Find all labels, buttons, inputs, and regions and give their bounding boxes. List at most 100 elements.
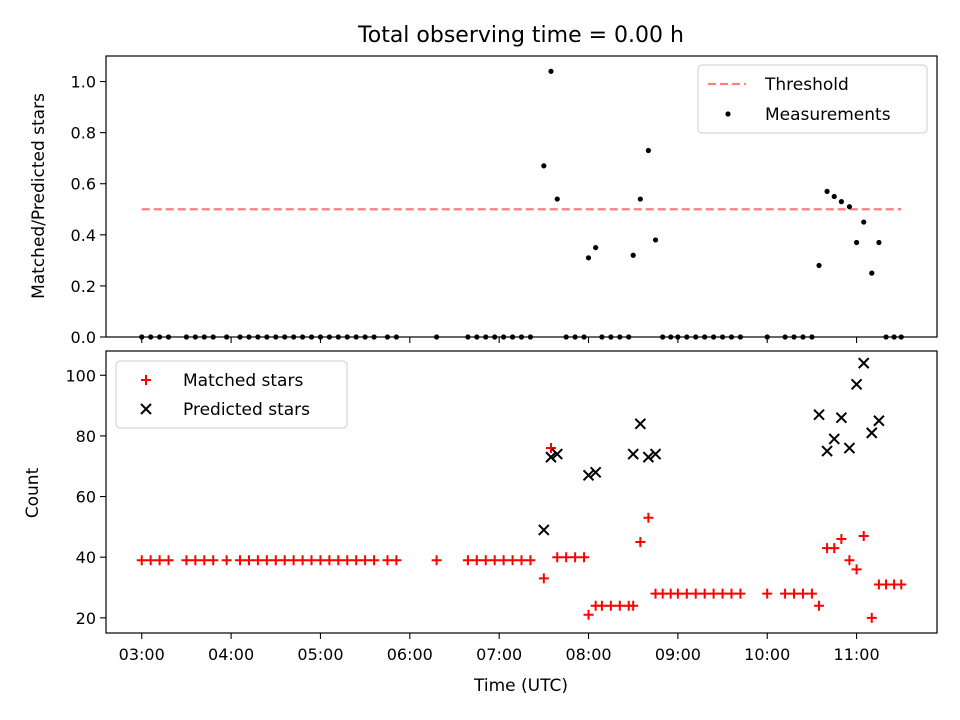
measurement-point [782,334,788,340]
measurement-point [599,334,605,340]
measurement-point [684,334,690,340]
measurement-point [711,334,717,340]
bottom-y-tick-label: 20 [76,609,96,628]
matched-stars-point [288,555,299,566]
matched-stars-point [726,588,737,599]
top-y-tick-label: 0.2 [71,277,96,296]
measurement-point [800,334,806,340]
matched-stars-point [235,555,246,566]
matched-stars-point [762,588,773,599]
measurement-point [791,334,797,340]
bottom-y-tick-label: 100 [65,366,96,385]
measurement-point [518,334,525,340]
measurement-point [492,334,498,340]
bottom-chart-frame [105,350,938,634]
measurement-point [876,239,882,246]
measurement-point [192,334,198,340]
predicted-stars-point [858,357,870,369]
measurement-point [474,334,480,340]
matched-stars-point [261,555,272,566]
matched-stars-point [351,555,362,566]
top-y-tick-label: 0.6 [71,175,96,194]
top-series-measurements [139,68,904,340]
measurement-point [630,252,636,258]
bottom-y-tick-label: 80 [76,427,96,446]
top-y-tick-label: 0.0 [71,328,96,347]
predicted-stars-point [821,445,833,457]
matched-stars-point [579,552,590,563]
top-y-tick-label: 1.0 [71,73,96,92]
measurement-point [764,334,770,340]
predicted-stars-point [843,442,856,454]
bottom-x-tick-label: 07:00 [476,645,522,664]
measurement-point [563,334,569,340]
legend-matched-label: Matched stars [183,371,303,391]
measurement-point [353,334,359,340]
measurement-point [308,334,315,340]
matched-stars-point [145,555,156,566]
matched-stars-point [780,588,791,599]
matched-stars-point [136,555,147,566]
measurement-point [898,334,904,340]
matched-stars-point [844,555,855,566]
measurement-point [675,334,681,340]
predicted-stars-point [649,448,662,460]
measurement-point [581,334,587,340]
matched-stars-point [252,555,263,566]
predicted-stars-point [850,378,863,391]
measurement-point [371,334,377,340]
measurement-point [362,334,368,340]
measurement-point [465,334,471,340]
matched-stars-point [789,588,800,599]
bottom-series-matched-stars [136,443,907,623]
matched-stars-point [552,552,563,563]
matched-stars-point [516,555,527,566]
matched-stars-point [708,588,719,599]
measurement-point [838,199,844,205]
matched-stars-point [181,555,192,566]
matched-stars-point [306,555,317,566]
measurement-point [719,334,726,340]
matched-stars-point [333,555,344,566]
measurement-point [869,270,875,276]
measurement-point [165,334,172,340]
matched-stars-point [208,555,219,566]
matched-stars-point [243,555,254,566]
matched-stars-point [681,588,692,599]
matched-stars-point [643,512,654,523]
measurement-point [572,334,578,340]
matched-stars-point [596,600,607,611]
bottom-chart-x-axis-label: Time (UTC) [473,676,568,696]
measurement-point [344,334,350,340]
top-chart-title: Total observing time = 0.00 h [357,23,684,48]
measurement-point [326,334,332,340]
measurement-point [434,334,440,340]
matched-stars-point [163,555,174,566]
matched-stars-point [279,555,290,566]
matched-stars-point [471,555,482,566]
matched-stars-point [896,579,907,590]
measurement-point [527,334,534,340]
measurement-point [728,334,735,340]
bottom-x-tick-label: 09:00 [655,645,701,664]
measurement-point [891,334,897,340]
predicted-stars-point [828,433,840,445]
predicted-stars-point [582,469,595,482]
bottom-x-tick-label: 08:00 [565,645,611,664]
predicted-stars-point [813,408,825,421]
measurement-point [501,334,507,340]
measurement-point [702,334,708,340]
top-legend [697,64,928,134]
predicted-stars-point [589,466,602,478]
measurement-point [282,334,288,340]
matched-stars-point [525,555,536,566]
measurement-point [393,334,400,340]
matched-stars-point [297,555,308,566]
measurement-point [824,188,830,194]
matched-stars-point [699,588,710,599]
matched-stars-point [814,600,825,611]
measurement-point [548,68,554,74]
matched-stars-point [498,555,509,566]
legend-predicted-swatch [140,403,152,415]
measurement-point [585,255,592,261]
